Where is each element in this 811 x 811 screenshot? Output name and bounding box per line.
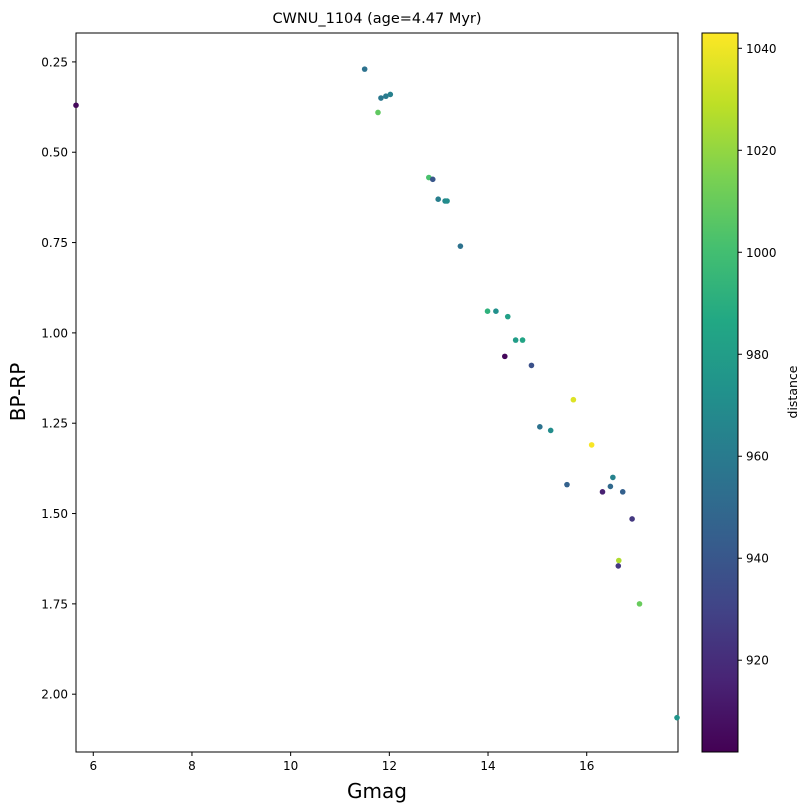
y-axis-ticks: 0.25 0.50 0.75 1.00 1.25 1.50 1.75 2.00 [41,55,76,702]
data-point [528,362,535,369]
x-tick-label: 14 [480,759,495,773]
data-point [361,66,368,72]
data-point [502,353,508,360]
data-points [73,66,680,721]
data-point [383,93,389,100]
colorbar-tick-label: 960 [746,450,769,464]
plot-area [73,32,680,753]
y-tick-label: 0.75 [41,236,68,250]
colorbar: 920 940 960 980 1000 1020 1040 distance [701,32,800,753]
x-tick-label: 6 [89,759,97,773]
chart-title: CWNU_1104 (age=4.47 Myr) [272,11,481,27]
y-tick-label: 0.50 [41,146,68,160]
y-tick-label: 1.00 [41,326,68,340]
data-point [435,196,441,203]
data-point [378,95,384,101]
colorbar-tick-label: 1000 [746,246,777,260]
x-axis-label: Gmag [347,779,407,803]
colorbar-tick-label: 940 [746,552,769,566]
data-point [607,483,614,490]
data-point [444,198,450,204]
data-point [493,308,499,315]
data-point [674,714,680,721]
x-tick-label: 12 [382,759,397,773]
colorbar-gradient [701,32,739,753]
y-tick-label: 1.75 [41,597,68,611]
y-tick-label: 0.25 [41,55,68,69]
data-point [73,102,79,109]
y-tick-label: 1.50 [41,507,68,521]
y-tick-label: 1.25 [41,417,68,431]
plot-frame [75,32,679,753]
colorbar-ticks: 920 940 960 980 1000 1020 1040 [738,42,777,668]
data-point [547,427,554,434]
x-tick-label: 8 [188,759,196,773]
colorbar-tick-label: 920 [746,654,769,668]
data-point [615,563,622,569]
data-point [636,601,643,607]
data-point [619,489,626,495]
data-point [629,516,635,522]
x-tick-label: 10 [283,759,298,773]
data-point [537,424,543,430]
x-axis-ticks: 6 8 10 12 14 16 [89,752,594,773]
colorbar-label: distance [785,365,800,418]
data-point [375,109,381,116]
data-point [484,308,491,315]
colorbar-tick-label: 980 [746,348,769,362]
data-point [457,243,464,249]
colorbar-tick-label: 1020 [746,144,777,158]
x-tick-label: 16 [579,759,594,773]
data-point [588,442,595,448]
data-point [610,474,616,481]
data-point [570,396,577,403]
data-point [519,337,526,343]
data-point [599,489,606,495]
data-point [387,91,394,98]
data-point [504,313,511,320]
data-point [615,557,622,564]
colorbar-tick-label: 1040 [746,42,777,56]
y-tick-label: 2.00 [41,688,68,702]
data-point [512,337,519,343]
y-axis-label: BP-RP [6,363,30,422]
data-point [564,481,570,488]
data-point [429,176,436,183]
